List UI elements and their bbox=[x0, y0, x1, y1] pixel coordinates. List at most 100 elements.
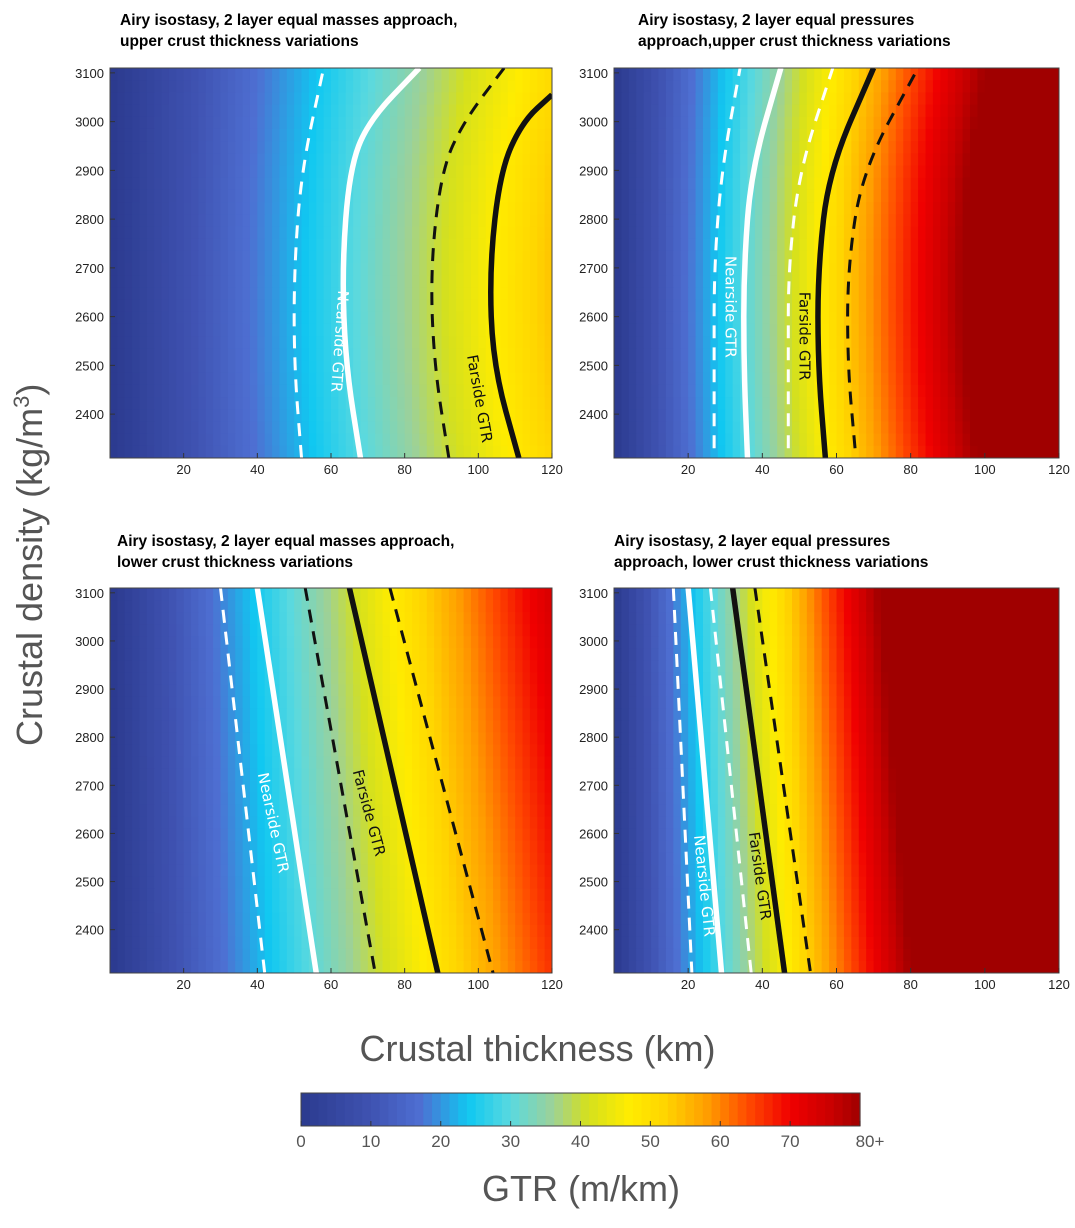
heatmap-cell bbox=[397, 372, 406, 386]
heatmap-cell bbox=[168, 80, 177, 93]
heatmap-cell bbox=[257, 696, 266, 709]
heatmap-cell bbox=[434, 165, 443, 179]
heatmap-cell bbox=[331, 421, 339, 435]
heatmap-cell bbox=[294, 756, 303, 770]
heatmap-cell bbox=[389, 92, 398, 106]
heatmap-cell bbox=[117, 433, 126, 447]
heatmap-cell bbox=[522, 153, 531, 167]
heatmap-cell bbox=[353, 384, 362, 398]
heatmap-cell bbox=[485, 445, 494, 458]
heatmap-cell bbox=[264, 636, 273, 649]
heatmap-cell bbox=[117, 323, 126, 337]
heatmap-cell bbox=[139, 323, 148, 337]
heatmap-cell bbox=[434, 348, 443, 362]
heatmap-cell bbox=[1007, 116, 1016, 130]
heatmap-cell bbox=[434, 128, 443, 142]
heatmap-cell bbox=[1029, 445, 1038, 458]
heatmap-cell bbox=[323, 226, 332, 240]
heatmap-cell bbox=[1044, 202, 1053, 215]
heatmap-cell bbox=[777, 433, 786, 447]
heatmap-cell bbox=[470, 336, 479, 349]
heatmap-cell bbox=[1021, 311, 1030, 325]
heatmap-cell bbox=[286, 421, 295, 435]
heatmap-cell bbox=[426, 780, 435, 794]
heatmap-cell bbox=[762, 214, 771, 228]
heatmap-cell bbox=[183, 672, 192, 685]
heatmap-cell bbox=[117, 600, 126, 613]
heatmap-cell bbox=[213, 141, 222, 154]
heatmap-cell bbox=[507, 128, 516, 142]
heatmap-cell bbox=[888, 141, 897, 154]
heatmap-cell bbox=[918, 189, 927, 203]
heatmap-cell bbox=[658, 92, 667, 106]
heatmap-cell bbox=[544, 360, 552, 374]
heatmap-cell bbox=[124, 372, 133, 386]
heatmap-cell bbox=[821, 409, 830, 423]
heatmap-cell bbox=[404, 792, 413, 806]
x-tick-label: 20 bbox=[681, 462, 695, 477]
heatmap-cell bbox=[725, 202, 734, 215]
heatmap-cell bbox=[732, 360, 741, 374]
heatmap-cell bbox=[463, 744, 472, 758]
heatmap-cell bbox=[918, 360, 927, 374]
heatmap-cell bbox=[992, 141, 1001, 154]
heatmap-cell bbox=[977, 153, 986, 167]
heatmap-cell bbox=[154, 104, 163, 118]
heatmap-cell bbox=[507, 600, 516, 613]
heatmap-cell bbox=[331, 696, 339, 709]
heatmap-cell bbox=[507, 189, 516, 203]
heatmap-cell bbox=[665, 263, 674, 276]
heatmap-cell bbox=[799, 250, 808, 264]
heatmap-cell bbox=[441, 445, 450, 458]
heatmap-cell bbox=[279, 141, 288, 154]
heatmap-cell bbox=[836, 397, 845, 410]
heatmap-cell bbox=[168, 384, 177, 398]
heatmap-cell bbox=[688, 128, 697, 142]
heatmap-cell bbox=[918, 287, 927, 301]
heatmap-cell bbox=[213, 624, 222, 637]
heatmap-cell bbox=[146, 768, 155, 782]
heatmap-cell bbox=[1014, 92, 1023, 106]
heatmap-cell bbox=[301, 792, 310, 806]
heatmap-cell bbox=[1051, 116, 1059, 130]
heatmap-cell bbox=[947, 323, 956, 337]
heatmap-cell bbox=[110, 768, 118, 782]
heatmap-cell bbox=[191, 660, 199, 673]
heatmap-cell bbox=[493, 80, 502, 93]
heatmap-cell bbox=[463, 214, 472, 228]
heatmap-cell bbox=[227, 792, 236, 806]
heatmap-cell bbox=[970, 214, 979, 228]
heatmap-cell bbox=[316, 600, 325, 613]
heatmap-cell bbox=[1036, 384, 1045, 398]
heatmap-cell bbox=[183, 348, 192, 362]
heatmap-cell bbox=[792, 165, 801, 179]
heatmap-cell bbox=[301, 323, 310, 337]
heatmap-cell bbox=[799, 287, 808, 301]
heatmap-cell bbox=[110, 756, 118, 770]
heatmap-cell bbox=[205, 696, 214, 709]
heatmap-cell bbox=[478, 128, 487, 142]
heatmap-cell bbox=[397, 720, 406, 733]
heatmap-cell bbox=[478, 397, 487, 410]
heatmap-cell bbox=[110, 177, 118, 191]
heatmap-cell bbox=[529, 433, 538, 447]
heatmap-cell bbox=[1044, 238, 1053, 252]
heatmap-cell bbox=[412, 165, 420, 179]
heatmap-cell bbox=[529, 588, 538, 601]
heatmap-cell bbox=[515, 177, 524, 191]
heatmap-cell bbox=[441, 372, 450, 386]
heatmap-cell bbox=[829, 360, 838, 374]
heatmap-cell bbox=[242, 397, 251, 410]
heatmap-cell bbox=[858, 336, 867, 349]
heatmap-cell bbox=[643, 323, 652, 337]
heatmap-cell bbox=[161, 165, 170, 179]
heatmap-cell bbox=[695, 80, 704, 93]
heatmap-cell bbox=[1044, 397, 1053, 410]
heatmap-cell bbox=[183, 202, 192, 215]
heatmap-cell bbox=[762, 263, 771, 276]
heatmap-cell bbox=[792, 116, 801, 130]
heatmap-cell bbox=[272, 588, 281, 601]
heatmap-cell bbox=[806, 263, 815, 276]
heatmap-cell bbox=[636, 238, 645, 252]
heatmap-cell bbox=[323, 104, 332, 118]
